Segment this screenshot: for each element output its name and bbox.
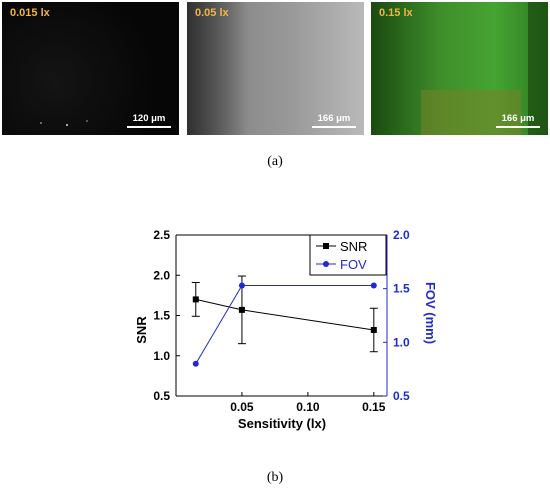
chart-marks	[191, 275, 378, 367]
scale-bar-label: 120 μm	[132, 113, 166, 124]
micrograph-015lx: 0.15 lx 166 μm	[371, 2, 548, 135]
scale-bar-line	[127, 126, 171, 128]
y2-axis-label: FOV (mm)	[423, 282, 438, 344]
legend-fov-marker	[323, 261, 329, 267]
scale-bar: 166 μm	[312, 113, 356, 128]
image-shading	[187, 2, 247, 135]
legend-snr-label: SNR	[340, 239, 367, 254]
y2-tick-label: 1.5	[393, 282, 410, 296]
caption-b: (b)	[266, 470, 284, 485]
image-label: 0.015 lx	[10, 7, 50, 19]
x-tick-label: 0.15	[362, 400, 386, 414]
y-tick-label: 0.5	[153, 389, 170, 403]
fluorescent-spot	[86, 120, 88, 122]
y-tick-label: 2.5	[153, 228, 170, 242]
scale-bar: 120 μm	[127, 113, 171, 128]
x-tick-label: 0.10	[296, 400, 320, 414]
micrograph-0015lx: 0.015 lx 120 μm	[2, 2, 179, 135]
y-axis-label: SNR	[134, 316, 149, 344]
image-label: 0.15 lx	[379, 7, 413, 19]
y2-tick-label: 0.5	[393, 389, 410, 403]
snr-point	[238, 306, 245, 313]
fov-point	[370, 282, 377, 289]
snr-series-line	[195, 298, 374, 331]
x-axis-label: Sensitivity (lx)	[238, 416, 326, 431]
fluorescent-spot	[40, 122, 42, 124]
chart-legend: SNR FOV	[309, 234, 387, 276]
scale-bar-label: 166 μm	[501, 113, 535, 124]
x-tick-label: 0.05	[230, 400, 254, 414]
image-label: 0.05 lx	[195, 7, 229, 19]
y2-tick-label: 2.0	[393, 228, 410, 242]
scale-bar-line	[312, 126, 356, 128]
fov-series-line	[195, 284, 374, 365]
fov-point	[238, 282, 245, 289]
legend-fov-label: FOV	[340, 257, 367, 272]
scale-bar-line	[496, 126, 540, 128]
micrograph-005lx: 0.05 lx 166 μm	[187, 2, 364, 135]
legend-box	[309, 234, 387, 276]
image-shading	[528, 2, 548, 135]
fov-point	[192, 360, 199, 367]
chart-axes: 0.5 1.0 1.5 2.0 2.5 0.5 1.0 1.5 2.0 0.05 0.10 0.15	[153, 228, 410, 414]
snr-point	[370, 326, 377, 333]
snr-fov-chart: 0.51.01.52.02.50.51.01.52.00.05 0.10 0.15 …	[134, 228, 438, 431]
snr-point	[192, 296, 199, 303]
y-tick-label: 1.5	[153, 309, 170, 323]
scale-bar: 166 μm	[496, 113, 540, 128]
y-tick-label: 2.0	[153, 268, 170, 282]
caption-a: (a)	[267, 154, 283, 169]
y-tick-label: 1.0	[153, 349, 170, 363]
fluorescent-spot	[66, 124, 68, 126]
scale-bar-label: 166 μm	[317, 113, 351, 124]
legend-snr-marker	[323, 243, 329, 249]
y2-tick-label: 1.0	[393, 335, 410, 349]
